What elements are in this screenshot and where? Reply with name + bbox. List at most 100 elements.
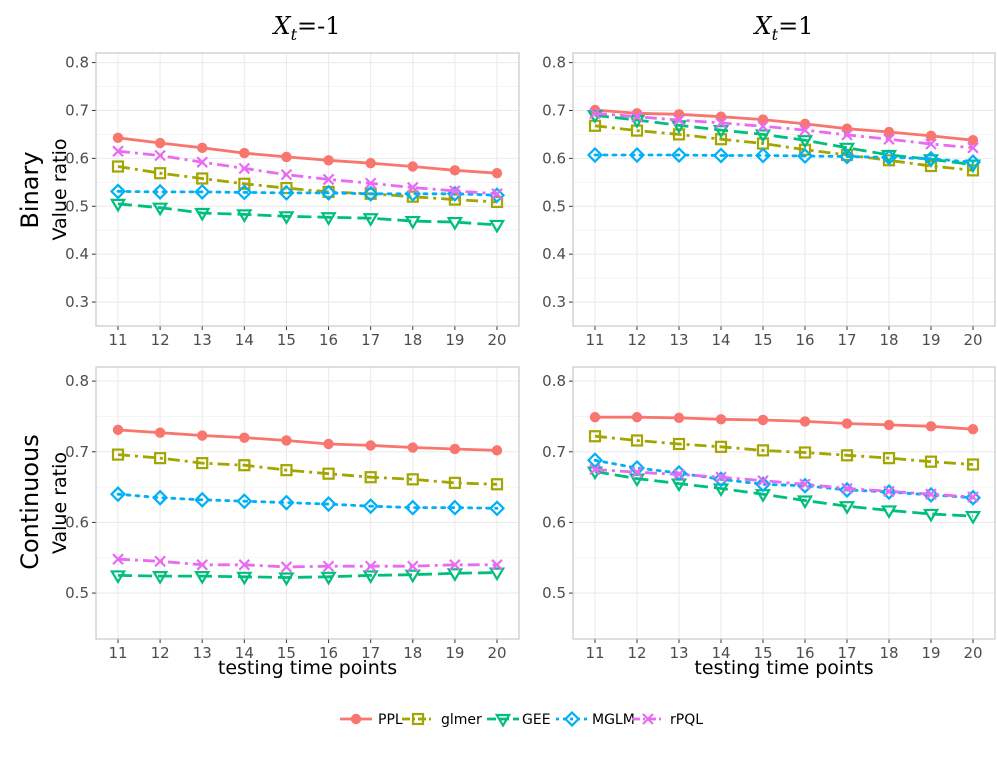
data-point-ppl [967,423,979,435]
y-tick-label: 0.8 [542,372,566,390]
data-point-glmer [840,449,854,462]
series-line-ppl [117,136,498,175]
series-line-glmer [594,124,974,172]
series-glmer [588,119,980,177]
series-mglm [109,486,506,517]
data-point-gee [278,572,295,587]
data-point-rpql [491,559,503,571]
y-tick-label: 0.8 [65,54,89,72]
x-tick-label: 11 [585,644,604,662]
series-ppl [112,132,503,179]
data-point-gee [838,501,856,515]
data-point-gee [404,569,421,584]
data-point-mglm [586,146,604,164]
data-point-rpql [449,185,461,197]
data-point-gee [838,142,856,157]
data-point-rpql [883,485,895,498]
y-tick-label: 0.6 [65,149,89,167]
data-point-glmer [364,471,377,484]
data-point-mglm [320,184,337,201]
data-point-glmer [280,181,293,195]
data-point-ppl [925,421,937,432]
x-tick-label: 13 [669,331,688,349]
data-point-rpql [154,555,166,568]
y-tick-label: 0.8 [542,54,566,72]
series-line-gee [117,202,498,227]
x-tick-label: 17 [361,331,380,349]
data-point-rpql [280,561,293,573]
data-point-gee [446,568,464,582]
data-point-ppl [673,412,685,424]
data-point-rpql [407,560,419,573]
x-tick-label: 12 [151,644,170,662]
data-point-mglm [628,146,646,164]
x-tick-label: 20 [963,644,982,662]
x-tick-label: 15 [753,644,772,662]
data-point-glmer [196,456,209,470]
data-point-rpql [715,117,727,129]
x-tick-label: 13 [193,644,212,662]
x-tick-label: 18 [403,644,422,662]
y-tick-label: 0.6 [65,513,89,531]
series-mglm [586,146,982,171]
legend-item-ppl: PPL [340,712,403,728]
x-tick-label: 20 [963,331,982,349]
data-point-ppl [239,147,250,159]
x-tick-label: 16 [319,644,338,662]
data-point-gee [109,198,127,213]
data-point-rpql [112,553,124,565]
data-point-ppl [449,165,461,176]
data-point-rpql [841,482,853,495]
x-tick-label: 14 [235,644,254,662]
data-point-gee [236,209,253,224]
data-point-ppl [407,161,418,172]
data-point-ppl [841,418,853,429]
panel-border [572,366,996,640]
series-line-mglm [116,189,499,197]
data-point-gee [488,567,506,582]
x-tick-label: 16 [795,331,814,349]
y-tick-label: 0.5 [542,584,566,602]
x-tick-label: 17 [361,644,380,662]
panel-border [572,52,996,327]
legend-label: PPL [378,712,403,728]
data-point-ppl [281,151,292,163]
data-point-mglm [278,184,295,201]
data-point-ppl [365,157,376,169]
data-point-mglm [194,491,211,508]
data-point-rpql [799,478,811,491]
x-tick-label: 11 [108,644,127,662]
data-point-gee [236,571,253,586]
data-point-mglm [109,183,127,200]
data-point-glmer [280,464,293,477]
series-rpql [112,145,503,200]
data-point-glmer [966,458,980,471]
x-tick-label: 13 [193,331,212,349]
legend-item-mglm: MGLM [556,710,635,728]
data-point-gee [446,216,464,231]
series-rpql [589,107,979,154]
data-point-mglm [964,489,982,506]
data-point-gee [320,212,337,226]
data-point-rpql [364,560,377,573]
x-tick-label: 20 [487,331,506,349]
data-point-rpql [757,474,769,487]
row-title-continuous: Continuous [16,434,44,570]
data-point-glmer [490,195,504,209]
legend: PPL glmer GEE MGLM rPQL [340,710,703,728]
legend-item-rpql: rPQL [632,712,703,728]
data-point-gee [754,129,772,144]
y-tick-label: 0.7 [542,101,566,119]
data-point-gee [796,135,814,149]
data-point-mglm [964,154,982,171]
data-point-gee [320,571,337,586]
data-point-glmer [672,437,686,451]
data-point-glmer [196,172,209,185]
data-point-gee [362,213,379,227]
data-point-gee [278,211,295,225]
data-point-rpql [925,138,937,150]
y-tick-label: 0.3 [542,293,566,311]
data-point-rpql [967,142,979,154]
data-point-ppl [715,414,727,425]
